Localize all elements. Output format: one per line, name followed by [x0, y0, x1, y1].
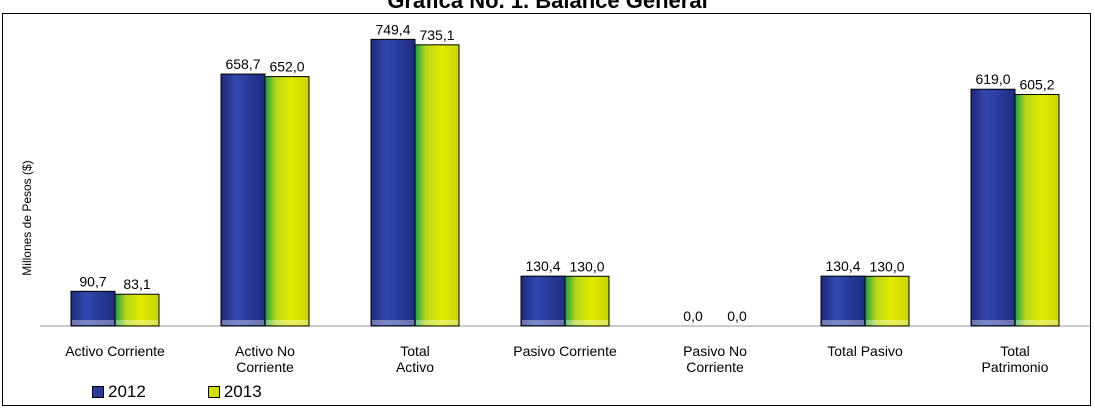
legend-swatch-2012	[92, 386, 104, 398]
data-label-2012-5: 130,4	[825, 258, 860, 274]
data-label-2013-2: 735,1	[419, 27, 454, 43]
data-label-2013-6: 605,2	[1019, 77, 1054, 93]
bar-base-highlight	[222, 320, 264, 325]
bar-2013-5	[864, 275, 910, 327]
bar-2012-6	[970, 88, 1016, 327]
bar-base-highlight	[822, 320, 864, 325]
data-label-2013-4: 0,0	[727, 308, 747, 324]
data-label-2012-2: 749,4	[375, 21, 410, 37]
data-label-2012-3: 130,4	[525, 258, 560, 274]
bar-2013-6	[1014, 94, 1060, 327]
category-label-5: Total Pasivo	[827, 343, 903, 359]
category-label-3: Pasivo Corriente	[513, 343, 617, 359]
bar-base-highlight	[416, 320, 458, 325]
bar-2013-3	[564, 275, 610, 327]
bar-base-highlight	[566, 320, 608, 325]
legend-swatch-2013	[207, 386, 220, 398]
bar-2012-5	[820, 275, 866, 327]
category-label-0: Activo Corriente	[65, 343, 165, 359]
bar-2012-2	[370, 38, 416, 327]
bar-2012-1	[220, 73, 266, 327]
category-label-2: Total	[400, 343, 430, 359]
bar-2012-3	[520, 275, 566, 327]
data-label-2013-0: 83,1	[123, 276, 150, 292]
data-label-2013-3: 130,0	[569, 258, 604, 274]
bar-2012-0	[70, 290, 116, 327]
bar-base-highlight	[116, 320, 158, 325]
data-label-2012-4: 0,0	[683, 308, 703, 324]
data-label-2012-6: 619,0	[975, 71, 1010, 87]
legend-item-2012: 2012	[92, 382, 146, 402]
category-label-1: Activo No	[235, 343, 295, 359]
chart-title: Gráfica No. 1. Balance General	[387, 0, 708, 13]
bar-base-highlight	[866, 320, 908, 325]
legend-item-2013: 2013	[207, 382, 262, 402]
bar-base-highlight	[972, 320, 1014, 325]
chart-frame	[2, 13, 1091, 406]
bar-base-highlight	[72, 320, 114, 325]
category-label-1: Corriente	[236, 359, 294, 375]
data-label-2013-1: 652,0	[269, 59, 304, 75]
bar-base-highlight	[1016, 320, 1058, 325]
data-label-2013-5: 130,0	[869, 258, 904, 274]
bar-2013-1	[264, 76, 310, 327]
legend-label-2012: 2012	[108, 382, 146, 401]
bar-base-highlight	[372, 320, 414, 325]
data-label-2012-1: 658,7	[225, 56, 260, 72]
category-label-4: Pasivo No	[683, 343, 747, 359]
category-label-6: Patrimonio	[982, 359, 1049, 375]
legend-label-2013: 2013	[223, 382, 262, 401]
category-label-2: Activo	[396, 359, 434, 375]
category-label-6: Total	[1000, 343, 1030, 359]
category-label-4: Corriente	[686, 359, 744, 375]
bar-base-highlight	[266, 320, 308, 325]
data-label-2012-0: 90,7	[79, 273, 106, 289]
bar-base-highlight	[522, 320, 564, 325]
legend: 2012 2013	[92, 382, 262, 402]
bar-2013-2	[414, 44, 460, 327]
bar-2013-0	[114, 293, 160, 327]
